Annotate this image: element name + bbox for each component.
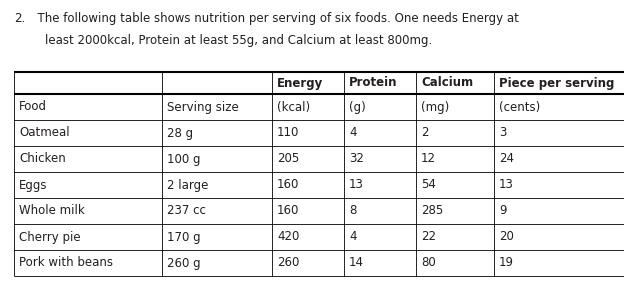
- Text: Protein: Protein: [349, 77, 397, 89]
- Text: 170 g: 170 g: [167, 230, 201, 244]
- Text: 54: 54: [421, 178, 436, 192]
- Text: 32: 32: [349, 153, 364, 165]
- Text: Oatmeal: Oatmeal: [19, 126, 70, 140]
- Text: 2 large: 2 large: [167, 178, 208, 192]
- Text: 205: 205: [277, 153, 300, 165]
- Text: Eggs: Eggs: [19, 178, 47, 192]
- Text: 160: 160: [277, 178, 300, 192]
- Text: Food: Food: [19, 101, 47, 113]
- Text: 420: 420: [277, 230, 300, 244]
- Text: 9: 9: [499, 205, 507, 217]
- Text: Piece per serving: Piece per serving: [499, 77, 615, 89]
- Text: Chicken: Chicken: [19, 153, 66, 165]
- Text: 2.: 2.: [14, 12, 25, 25]
- Text: Cherry pie: Cherry pie: [19, 230, 80, 244]
- Text: Whole milk: Whole milk: [19, 205, 85, 217]
- Text: 80: 80: [421, 257, 436, 270]
- Text: 160: 160: [277, 205, 300, 217]
- Text: 260 g: 260 g: [167, 257, 201, 270]
- Text: 4: 4: [349, 126, 356, 140]
- Text: Serving size: Serving size: [167, 101, 239, 113]
- Text: 13: 13: [349, 178, 364, 192]
- Text: Calcium: Calcium: [421, 77, 473, 89]
- Text: 3: 3: [499, 126, 506, 140]
- Text: 4: 4: [349, 230, 356, 244]
- Text: 260: 260: [277, 257, 300, 270]
- Text: Pork with beans: Pork with beans: [19, 257, 113, 270]
- Text: (mg): (mg): [421, 101, 449, 113]
- Text: 237 cc: 237 cc: [167, 205, 206, 217]
- Text: 8: 8: [349, 205, 356, 217]
- Text: 13: 13: [499, 178, 514, 192]
- Text: 285: 285: [421, 205, 443, 217]
- Text: 12: 12: [421, 153, 436, 165]
- Text: (g): (g): [349, 101, 366, 113]
- Text: 100 g: 100 g: [167, 153, 200, 165]
- Text: The following table shows nutrition per serving of six foods. One needs Energy a: The following table shows nutrition per …: [30, 12, 519, 25]
- Text: least 2000kcal, Protein at least 55g, and Calcium at least 800mg.: least 2000kcal, Protein at least 55g, an…: [30, 34, 432, 47]
- Text: 24: 24: [499, 153, 514, 165]
- Text: (cents): (cents): [499, 101, 540, 113]
- Text: 20: 20: [499, 230, 514, 244]
- Text: (kcal): (kcal): [277, 101, 310, 113]
- Text: 14: 14: [349, 257, 364, 270]
- Text: 28 g: 28 g: [167, 126, 193, 140]
- Text: Energy: Energy: [277, 77, 323, 89]
- Text: 22: 22: [421, 230, 436, 244]
- Text: 2: 2: [421, 126, 429, 140]
- Text: 110: 110: [277, 126, 300, 140]
- Text: 19: 19: [499, 257, 514, 270]
